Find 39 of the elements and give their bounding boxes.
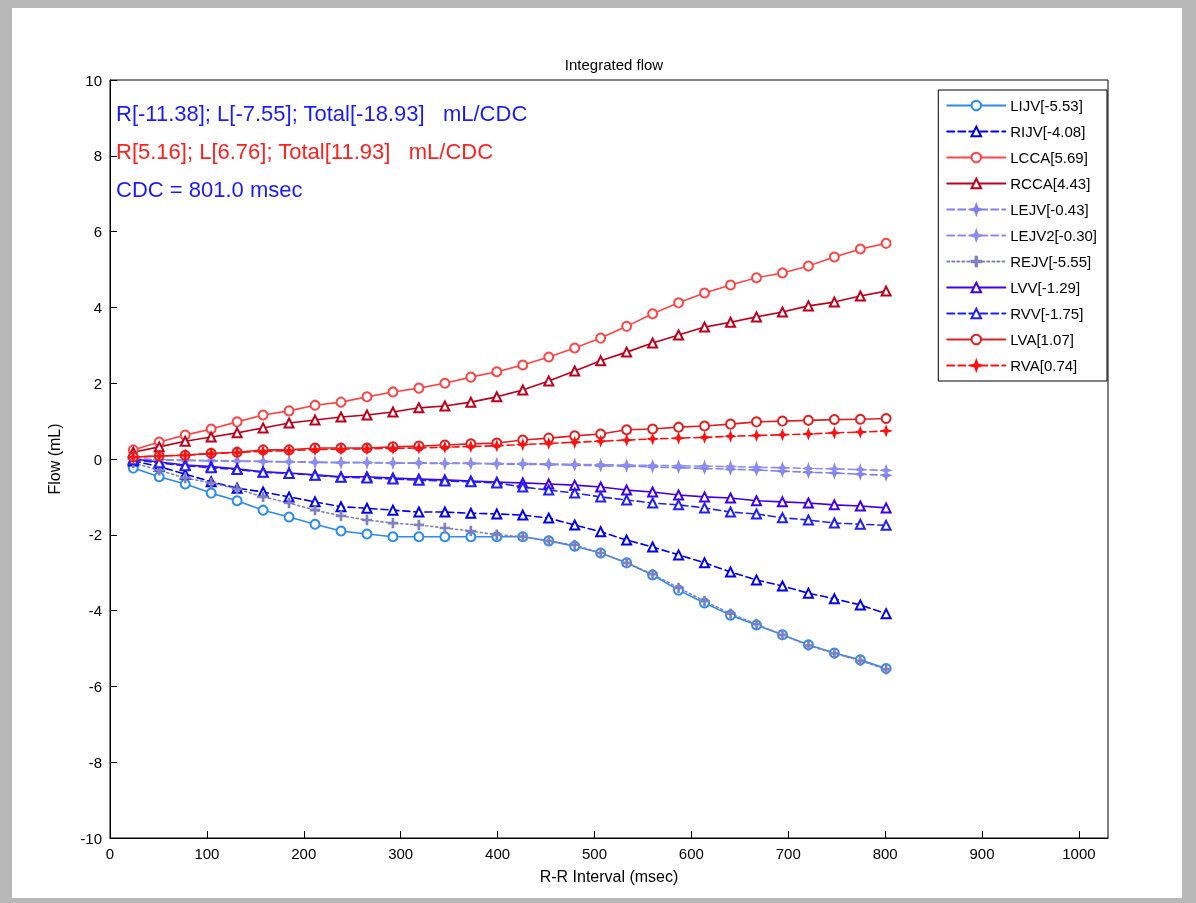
x-tick-label: 1000 [1062, 845, 1096, 862]
x-tick-label: 600 [678, 845, 704, 862]
y-tick-label: -2 [88, 526, 102, 544]
legend-label: RVA[0.74] [1010, 357, 1078, 374]
y-tick-label: 2 [93, 374, 102, 392]
legend-label: LCCA[5.69] [1010, 149, 1088, 166]
legend-label: RVV[-1.75] [1010, 305, 1084, 322]
annotation: CDC = 801.0 msec [116, 176, 303, 202]
legend-label: RCCA[4.43] [1010, 175, 1091, 192]
y-tick-label: 0 [93, 450, 102, 468]
legend-label: LVV[-1.29] [1010, 279, 1081, 296]
y-axis-title: Flow (mL) [45, 423, 63, 495]
y-tick-label: -10 [80, 829, 102, 847]
legend-label: LVA[1.07] [1010, 331, 1074, 348]
x-tick-label: 0 [105, 845, 115, 862]
y-tick-label: 4 [93, 298, 102, 316]
x-tick-label: 100 [194, 845, 220, 862]
x-tick-label: 400 [485, 845, 511, 862]
legend-label: REJV[-5.55] [1010, 253, 1092, 270]
y-tick-label: 10 [85, 71, 102, 89]
chart-title: Integrated flow [564, 56, 664, 73]
x-tick-label: 500 [581, 845, 607, 862]
annotation: R[5.16]; L[6.76]; Total[11.93] mL/CDC [116, 138, 494, 164]
x-tick-label: 700 [775, 845, 801, 862]
legend-label: LEJV[-0.43] [1010, 201, 1089, 218]
y-tick-label: -4 [88, 602, 102, 620]
legend-label: LIJV[-5.53] [1010, 97, 1083, 114]
y-tick-label: -6 [88, 677, 102, 695]
y-tick-label: -8 [88, 753, 102, 771]
x-tick-label: 800 [872, 845, 898, 862]
legend-label: RIJV[-4.08] [1010, 123, 1086, 140]
x-axis-title: R-R Interval (msec) [539, 867, 679, 885]
x-tick-label: 200 [291, 845, 317, 862]
annotation: R[-11.38]; L[-7.55]; Total[-18.93] mL/CDC [116, 100, 528, 126]
y-tick-label: 6 [93, 223, 102, 241]
x-tick-label: 900 [969, 845, 995, 862]
y-tick-label: 8 [93, 147, 102, 165]
x-tick-label: 300 [388, 845, 414, 862]
legend-label: LEJV2[-0.30] [1010, 227, 1097, 244]
